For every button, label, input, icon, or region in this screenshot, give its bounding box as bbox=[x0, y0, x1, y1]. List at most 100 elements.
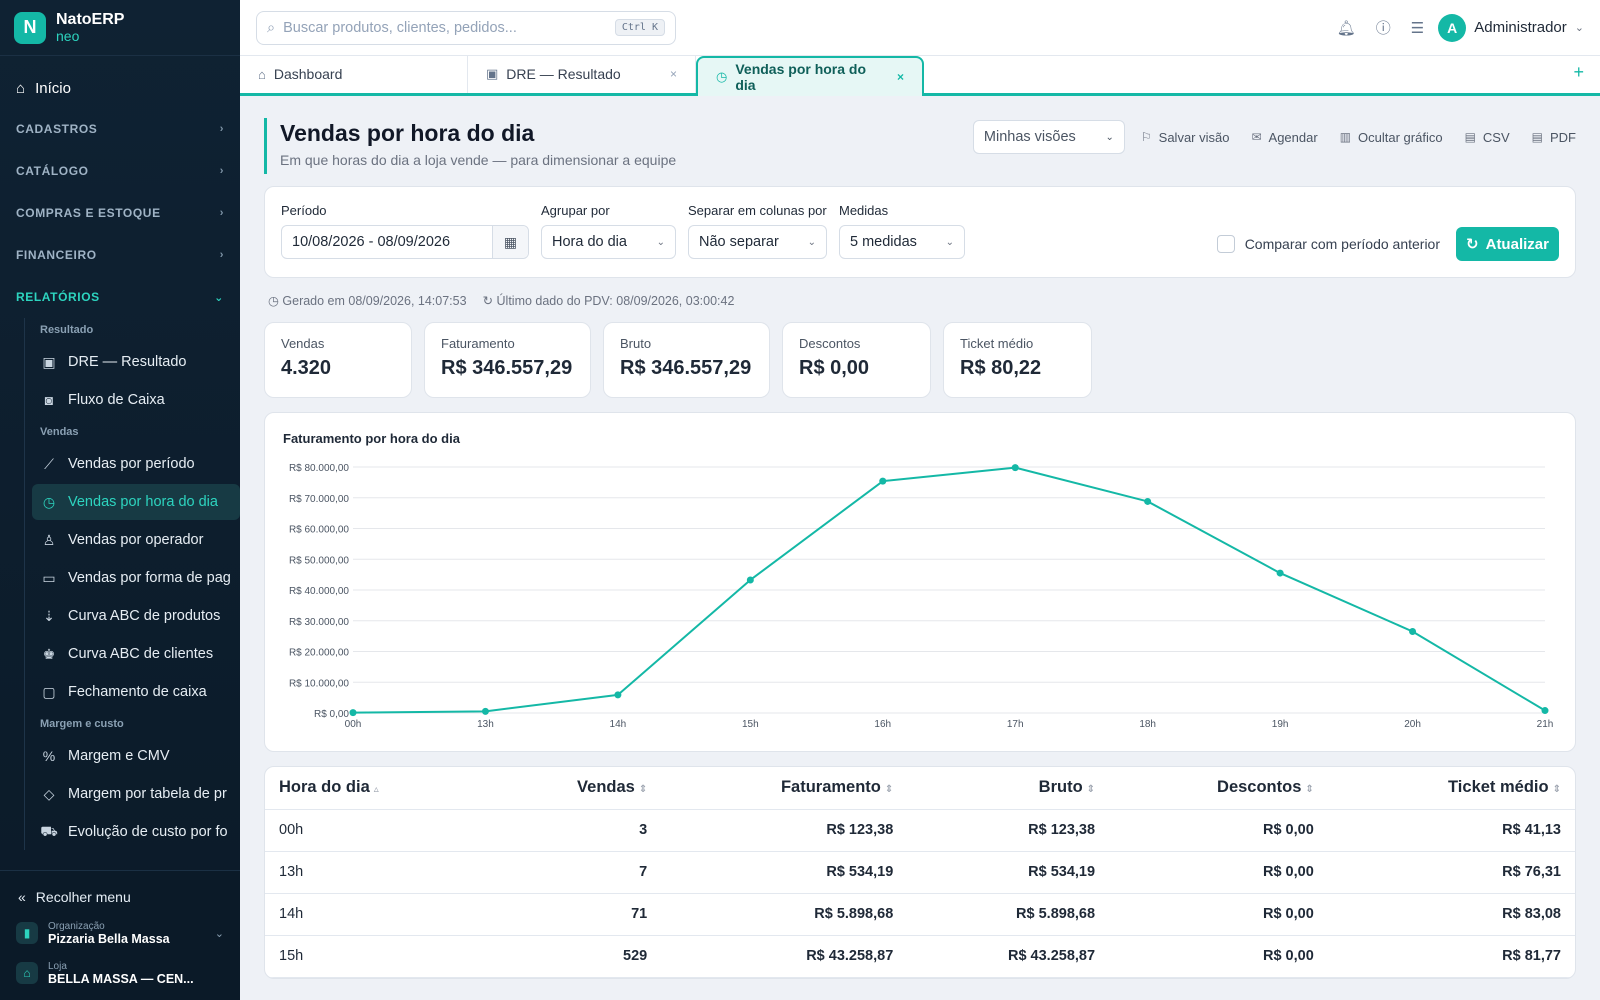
column-header[interactable]: Ticket médio ⇕ bbox=[1327, 767, 1575, 810]
organization-selector[interactable]: ▮ Organização Pizzaria Bella Massa ⌄ bbox=[0, 913, 240, 953]
x-tick-label: 17h bbox=[1007, 719, 1024, 730]
report-meta: ◷ Gerado em 08/09/2026, 14:07:53 ↻ Últim… bbox=[264, 278, 1576, 322]
save-view-button[interactable]: ⚐ Salvar visão bbox=[1141, 130, 1230, 145]
last-pdv: ↻ Último dado do PDV: 08/09/2026, 03:00:… bbox=[483, 293, 735, 308]
sidebar-section-compras[interactable]: COMPRAS E ESTOQUE › bbox=[0, 192, 240, 234]
column-header[interactable]: Faturamento ⇕ bbox=[661, 767, 908, 810]
measures-label: Medidas bbox=[839, 203, 889, 218]
sidebar-item-margem-por-tabela-de-pr[interactable]: ◇ Margem por tabela de pr bbox=[32, 776, 240, 812]
pdf-button[interactable]: ▤ PDF bbox=[1532, 130, 1576, 145]
column-header-label: Vendas bbox=[577, 778, 635, 797]
table-cell: 14h bbox=[265, 893, 490, 936]
chevron-down-icon: ⌄ bbox=[1105, 131, 1114, 143]
avatar: A bbox=[1438, 13, 1467, 42]
sidebar-item-curva-abc-de-produtos[interactable]: ⇣ Curva ABC de produtos bbox=[32, 598, 240, 634]
sidebar-item-evolu-o-de-custo-por-fo[interactable]: ⛟ Evolução de custo por fo bbox=[32, 814, 240, 850]
briefcase-icon: ▣ bbox=[42, 353, 56, 370]
sidebar-item-fechamento-de-caixa[interactable]: ▢ Fechamento de caixa bbox=[32, 674, 240, 710]
home-icon: ⌂ bbox=[258, 66, 266, 82]
sidebar-item-vendas-por-hora-do-dia[interactable]: ◷ Vendas por hora do dia bbox=[32, 484, 240, 520]
x-tick-label: 13h bbox=[477, 719, 494, 730]
sidebar-section-relatorios[interactable]: RELATÓRIOS ⌄ bbox=[0, 276, 240, 318]
sidebar-item-label: Início bbox=[35, 79, 71, 97]
sidebar: N NatoERP neo ⌂ Início CADASTROS › CATÁL… bbox=[0, 0, 240, 1000]
table-row[interactable]: 14h 71 R$ 5.898,68 R$ 5.898,68 R$ 0,00 R$ 83,… bbox=[265, 893, 1575, 936]
table-row[interactable]: 00h 3 R$ 123,38 R$ 123,38 R$ 0,00 R$ 41,13 bbox=[265, 809, 1575, 852]
table-header-row: Hora do dia ▵ Vendas ⇕ Faturamento ⇕ Bruto ⇕ Des… bbox=[265, 767, 1575, 810]
kpi-value: R$ 346.557,29 bbox=[441, 357, 573, 379]
sidebar-section-catalogo[interactable]: CATÁLOGO › bbox=[0, 150, 240, 192]
tab-vendas-hora[interactable]: ◷ Vendas por hora do dia × bbox=[696, 56, 924, 96]
update-button[interactable]: ↻ Atualizar bbox=[1456, 227, 1559, 261]
add-tab-button[interactable]: + bbox=[1573, 62, 1584, 82]
kpi-value: R$ 346.557,29 bbox=[620, 357, 752, 379]
table-row[interactable]: 13h 7 R$ 534,19 R$ 534,19 R$ 0,00 R$ 76,31 bbox=[265, 851, 1575, 894]
help-icon[interactable]: ⓘ bbox=[1375, 20, 1391, 37]
collapse-menu-button[interactable]: « Recolher menu bbox=[0, 881, 240, 913]
views-select[interactable]: Minhas visões ⌄ bbox=[972, 120, 1125, 154]
store-selector[interactable]: ⌂ Loja BELLA MASSA — CEN... bbox=[0, 953, 240, 993]
column-header-label: Bruto bbox=[1038, 778, 1083, 797]
tab-dashboard[interactable]: ⌂ Dashboard bbox=[240, 55, 468, 93]
sidebar-section-financeiro[interactable]: FINANCEIRO › bbox=[0, 234, 240, 276]
sidebar-group-label: Margem e custo bbox=[40, 718, 124, 730]
period-input[interactable]: 10/08/2026 - 08/09/2026 ▦ bbox=[281, 225, 529, 259]
measures-select[interactable]: 5 medidas ⌄ bbox=[839, 225, 965, 259]
percent-icon: % bbox=[42, 748, 56, 764]
refresh-icon: ↻ bbox=[1466, 236, 1479, 253]
sidebar-item-vendas-por-per-odo[interactable]: ⟋ Vendas por período bbox=[32, 446, 240, 482]
org-label: Organização bbox=[48, 920, 105, 932]
sidebar-item-vendas-por-forma-de-pag[interactable]: ▭ Vendas por forma de pag bbox=[32, 560, 240, 596]
truck-icon: ⛟ bbox=[40, 822, 58, 839]
building-icon: ▮ bbox=[16, 922, 38, 944]
sidebar-item-vendas-por-operador[interactable]: ♙ Vendas por operador bbox=[32, 522, 240, 558]
brand[interactable]: N NatoERP neo bbox=[0, 0, 240, 56]
split-columns-select[interactable]: Não separar ⌄ bbox=[688, 225, 827, 259]
column-header[interactable]: Descontos ⇕ bbox=[1109, 767, 1328, 810]
search-input[interactable]: ⌕ Buscar produtos, clientes, pedidos... … bbox=[256, 10, 676, 45]
store-value: BELLA MASSA — CEN... bbox=[48, 971, 194, 986]
compare-checkbox[interactable] bbox=[1216, 235, 1235, 253]
y-tick-label: R$ 10.000,00 bbox=[289, 678, 349, 689]
column-header[interactable]: Bruto ⇕ bbox=[907, 767, 1110, 810]
sidebar-section-cadastros[interactable]: CADASTROS › bbox=[0, 108, 240, 150]
kpi-card-vendas: Vendas 4.320 bbox=[264, 322, 412, 398]
calendar-icon[interactable]: ▦ bbox=[492, 226, 528, 258]
close-icon[interactable]: × bbox=[896, 70, 904, 84]
mail-icon: ✉ bbox=[1251, 130, 1262, 144]
tab-dre[interactable]: ▣ DRE — Resultado × bbox=[468, 55, 696, 93]
sidebar-item-dre-resultado[interactable]: ▣ DRE — Resultado bbox=[32, 344, 240, 380]
schedule-button[interactable]: ✉ Agendar bbox=[1251, 130, 1317, 145]
table-row[interactable]: 15h 529 R$ 43.258,87 R$ 43.258,87 R$ 0,00 R$ … bbox=[265, 935, 1575, 978]
csv-button[interactable]: ▤ CSV bbox=[1465, 130, 1510, 145]
chevron-right-icon: › bbox=[219, 123, 224, 135]
bell-icon[interactable]: 🔔︎ bbox=[1336, 19, 1356, 37]
users-icon: ♚ bbox=[42, 645, 56, 662]
hide-chart-button[interactable]: ▥ Ocultar gráfico bbox=[1340, 130, 1443, 145]
tab-label: Dashboard bbox=[273, 66, 343, 82]
user-name: Administrador bbox=[1474, 19, 1567, 36]
chart-card: Faturamento por hora do dia R$ 0,00 R$ 10… bbox=[264, 412, 1576, 752]
chevron-down-icon: ⌄ bbox=[656, 236, 665, 248]
sidebar-item-margem-e-cmv[interactable]: % Margem e CMV bbox=[32, 738, 240, 774]
views-select-value: Minhas visões bbox=[983, 129, 1076, 145]
user-menu[interactable]: A Administrador ⌄ bbox=[1438, 13, 1584, 42]
last-pdv-text: Último dado do PDV: 08/09/2026, 03:00:42 bbox=[496, 293, 735, 308]
sidebar-item-home[interactable]: ⌂ Início bbox=[0, 68, 240, 108]
close-icon[interactable]: × bbox=[669, 67, 677, 81]
sidebar-item-fluxo-de-caixa[interactable]: ◙ Fluxo de Caixa bbox=[32, 382, 240, 418]
column-header[interactable]: Vendas ⇕ bbox=[489, 767, 662, 810]
sidebar-item-label: Margem e CMV bbox=[68, 748, 170, 764]
section-label: COMPRAS E ESTOQUE bbox=[16, 206, 161, 220]
sidebar-item-label: Vendas por hora do dia bbox=[68, 494, 218, 510]
sidebar-item-curva-abc-de-clientes[interactable]: ♚ Curva ABC de clientes bbox=[32, 636, 240, 672]
kpi-value: R$ 80,22 bbox=[960, 357, 1042, 379]
sliders-icon[interactable]: ☰ bbox=[1410, 19, 1425, 37]
column-header[interactable]: Hora do dia ▵ bbox=[265, 767, 490, 810]
x-tick-label: 19h bbox=[1272, 719, 1289, 730]
clock-icon: ◷ bbox=[268, 293, 283, 308]
sidebar-item-label: Fechamento de caixa bbox=[68, 684, 207, 700]
x-tick-label: 18h bbox=[1139, 719, 1156, 730]
kpi-value: R$ 0,00 bbox=[799, 357, 870, 379]
group-by-select[interactable]: Hora do dia ⌄ bbox=[541, 225, 676, 259]
